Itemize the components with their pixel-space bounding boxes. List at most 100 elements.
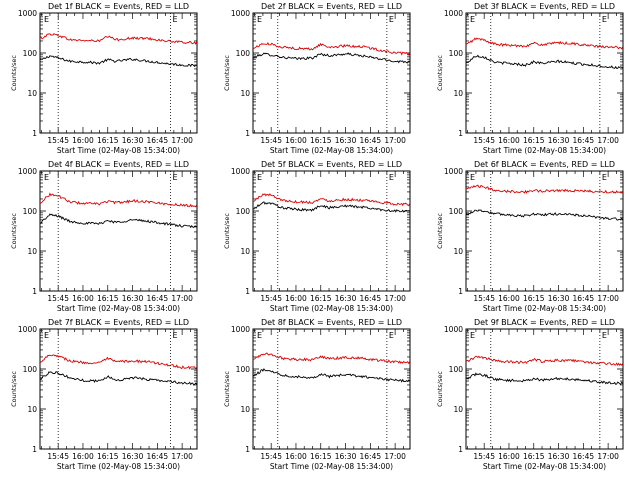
- chart-panel: Det 1f BLACK = Events, RED = LLD 1 10 100 10…: [10, 2, 198, 155]
- y-tick-label: 100: [23, 49, 38, 58]
- y-tick-label: 1000: [444, 9, 463, 18]
- plot-frame: [252, 12, 411, 134]
- x-tick-label: 16:15: [97, 452, 119, 461]
- x-tick-label: 16:30: [548, 136, 570, 145]
- plot-frame: [465, 12, 624, 134]
- x-tick-label: 16:30: [335, 136, 357, 145]
- x-tick-label: 16:45: [573, 136, 595, 145]
- chart-panel: Det 8f BLACK = Events, RED = LLD 1 10 100 10…: [223, 318, 411, 471]
- event-flag-label: E: [470, 173, 475, 182]
- x-tick-label: 15:45: [47, 294, 69, 303]
- event-flag-label: E: [389, 331, 394, 340]
- lld-series-line: [39, 192, 198, 208]
- y-tick-label: 1: [458, 445, 463, 454]
- y-tick-label: 1: [458, 129, 463, 138]
- chart-title: Det 5f BLACK = Events, RED = LLD: [261, 160, 402, 169]
- chart-title: Det 8f BLACK = Events, RED = LLD: [261, 318, 402, 327]
- events-series-line: [465, 209, 624, 221]
- x-tick-label: 16:30: [122, 136, 144, 145]
- y-tick-label: 1000: [444, 325, 463, 334]
- chart-panel: Det 9f BLACK = Events, RED = LLD 1 10 100 10…: [436, 318, 624, 471]
- x-axis-label: Start Time (02-May-08 15:34:00): [57, 304, 180, 313]
- x-tick-label: 15:45: [260, 294, 282, 303]
- y-axis-label: Counts/sec: [223, 213, 231, 249]
- chart-title: Det 9f BLACK = Events, RED = LLD: [474, 318, 615, 327]
- x-tick-label: 17:00: [171, 294, 193, 303]
- y-axis-label: Counts/sec: [10, 371, 18, 407]
- plot-frame: [252, 328, 411, 450]
- y-tick-label: 1000: [444, 167, 463, 176]
- x-axis-label: Start Time (02-May-08 15:34:00): [57, 146, 180, 155]
- y-tick-label: 10: [453, 405, 463, 414]
- x-tick-label: 16:00: [498, 294, 520, 303]
- x-axis-label: Start Time (02-May-08 15:34:00): [270, 146, 393, 155]
- y-tick-label: 1000: [231, 167, 250, 176]
- y-axis-label: Counts/sec: [223, 371, 231, 407]
- x-tick-label: 16:30: [335, 452, 357, 461]
- x-tick-label: 16:45: [147, 294, 169, 303]
- event-flag-label: E: [602, 331, 607, 340]
- x-tick-label: 16:00: [72, 452, 94, 461]
- event-flag-label: E: [44, 173, 49, 182]
- y-axis-label: Counts/sec: [436, 55, 444, 91]
- y-axis-label: Counts/sec: [10, 213, 18, 249]
- events-series-line: [465, 372, 624, 385]
- x-axis-label: Start Time (02-May-08 15:34:00): [483, 462, 606, 471]
- x-tick-label: 17:00: [171, 452, 193, 461]
- x-tick-label: 17:00: [384, 294, 406, 303]
- plot-frame: [39, 12, 198, 134]
- y-tick-label: 10: [27, 405, 37, 414]
- y-tick-label: 1: [245, 445, 250, 454]
- chart-title: Det 3f BLACK = Events, RED = LLD: [474, 2, 615, 11]
- event-flag-label: E: [470, 15, 475, 24]
- events-series-line: [39, 213, 197, 229]
- x-tick-label: 16:45: [360, 136, 382, 145]
- event-flag-label: E: [389, 15, 394, 24]
- plot-frame: [465, 170, 624, 292]
- y-tick-label: 1000: [18, 167, 37, 176]
- x-tick-label: 17:00: [384, 452, 406, 461]
- x-tick-label: 15:45: [260, 452, 282, 461]
- x-tick-label: 15:45: [473, 294, 495, 303]
- x-axis-label: Start Time (02-May-08 15:34:00): [270, 462, 393, 471]
- x-tick-label: 16:15: [97, 136, 119, 145]
- y-tick-label: 100: [236, 49, 251, 58]
- plot-frame: [252, 170, 411, 292]
- x-axis-label: Start Time (02-May-08 15:34:00): [483, 304, 606, 313]
- event-flag-label: E: [173, 173, 178, 182]
- y-tick-label: 1000: [18, 9, 37, 18]
- chart-panel: Det 3f BLACK = Events, RED = LLD 1 10 100 10…: [436, 2, 624, 155]
- x-tick-label: 16:15: [523, 452, 545, 461]
- x-axis-label: Start Time (02-May-08 15:34:00): [483, 146, 606, 155]
- y-axis-label: Counts/sec: [436, 213, 444, 249]
- y-tick-label: 100: [23, 207, 38, 216]
- y-tick-label: 10: [27, 247, 37, 256]
- y-tick-label: 1: [32, 287, 37, 296]
- y-tick-label: 100: [449, 207, 464, 216]
- y-axis-label: Counts/sec: [223, 55, 231, 91]
- y-tick-label: 10: [240, 247, 250, 256]
- x-tick-label: 16:30: [122, 452, 144, 461]
- lld-series-line: [465, 184, 624, 194]
- x-tick-label: 15:45: [260, 136, 282, 145]
- y-tick-label: 1000: [231, 9, 250, 18]
- event-flag-label: E: [602, 15, 607, 24]
- lld-series-line: [465, 355, 624, 367]
- x-tick-label: 16:15: [310, 136, 332, 145]
- x-axis-label: Start Time (02-May-08 15:34:00): [57, 462, 180, 471]
- x-tick-label: 17:00: [597, 294, 619, 303]
- events-series-line: [465, 54, 623, 69]
- y-axis-label: Counts/sec: [436, 371, 444, 407]
- event-flag-label: E: [173, 331, 178, 340]
- event-flag-label: E: [44, 15, 49, 24]
- x-tick-label: 16:00: [285, 136, 307, 145]
- x-tick-label: 15:45: [47, 136, 69, 145]
- x-tick-label: 15:45: [47, 452, 69, 461]
- y-tick-label: 1: [32, 129, 37, 138]
- chart-panel: Det 4f BLACK = Events, RED = LLD 1 10 100 10…: [10, 160, 198, 313]
- x-tick-label: 17:00: [384, 136, 406, 145]
- event-flag-label: E: [389, 173, 394, 182]
- x-tick-label: 16:15: [523, 294, 545, 303]
- x-tick-label: 16:00: [285, 452, 307, 461]
- y-tick-label: 100: [236, 207, 251, 216]
